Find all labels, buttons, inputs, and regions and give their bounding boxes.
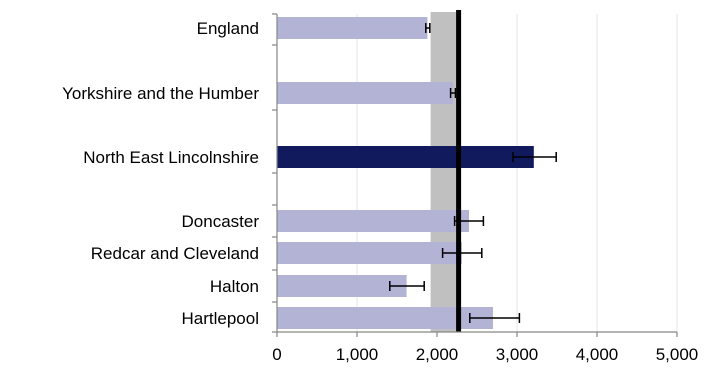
error-bar xyxy=(425,23,431,33)
x-tick-label: 0 xyxy=(272,345,281,364)
category-labels: England Yorkshire and the Humber North Eas… xyxy=(62,19,259,328)
error-bar xyxy=(453,216,485,226)
bar xyxy=(277,242,462,264)
x-tick-label: 4,000 xyxy=(576,345,619,364)
category-label: Yorkshire and the Humber xyxy=(62,84,259,103)
error-bar xyxy=(441,248,483,258)
category-label: Doncaster xyxy=(182,212,260,231)
x-tick-labels: 0 1,000 2,000 3,000 4,000 5,000 xyxy=(272,345,698,364)
error-bar xyxy=(389,281,425,291)
bar xyxy=(277,146,534,168)
x-tick-label: 3,000 xyxy=(496,345,539,364)
bar xyxy=(277,82,453,104)
error-bar xyxy=(449,88,457,98)
category-label: Hartlepool xyxy=(182,309,260,328)
error-bars xyxy=(389,23,557,323)
x-tick-label: 5,000 xyxy=(656,345,699,364)
bar xyxy=(277,17,428,39)
error-bar xyxy=(512,152,557,162)
bar xyxy=(277,307,493,329)
bar xyxy=(277,275,407,297)
category-label: Halton xyxy=(210,277,259,296)
reference-band xyxy=(430,12,460,332)
category-label: Redcar and Cleveland xyxy=(91,244,259,263)
error-bar xyxy=(469,313,521,323)
bar xyxy=(277,210,469,232)
x-tick-label: 1,000 xyxy=(336,345,379,364)
category-label: England xyxy=(197,19,259,38)
x-tick-label: 2,000 xyxy=(416,345,459,364)
bars xyxy=(277,17,534,329)
category-label: North East Lincolnshire xyxy=(83,148,259,167)
axes xyxy=(272,13,678,337)
